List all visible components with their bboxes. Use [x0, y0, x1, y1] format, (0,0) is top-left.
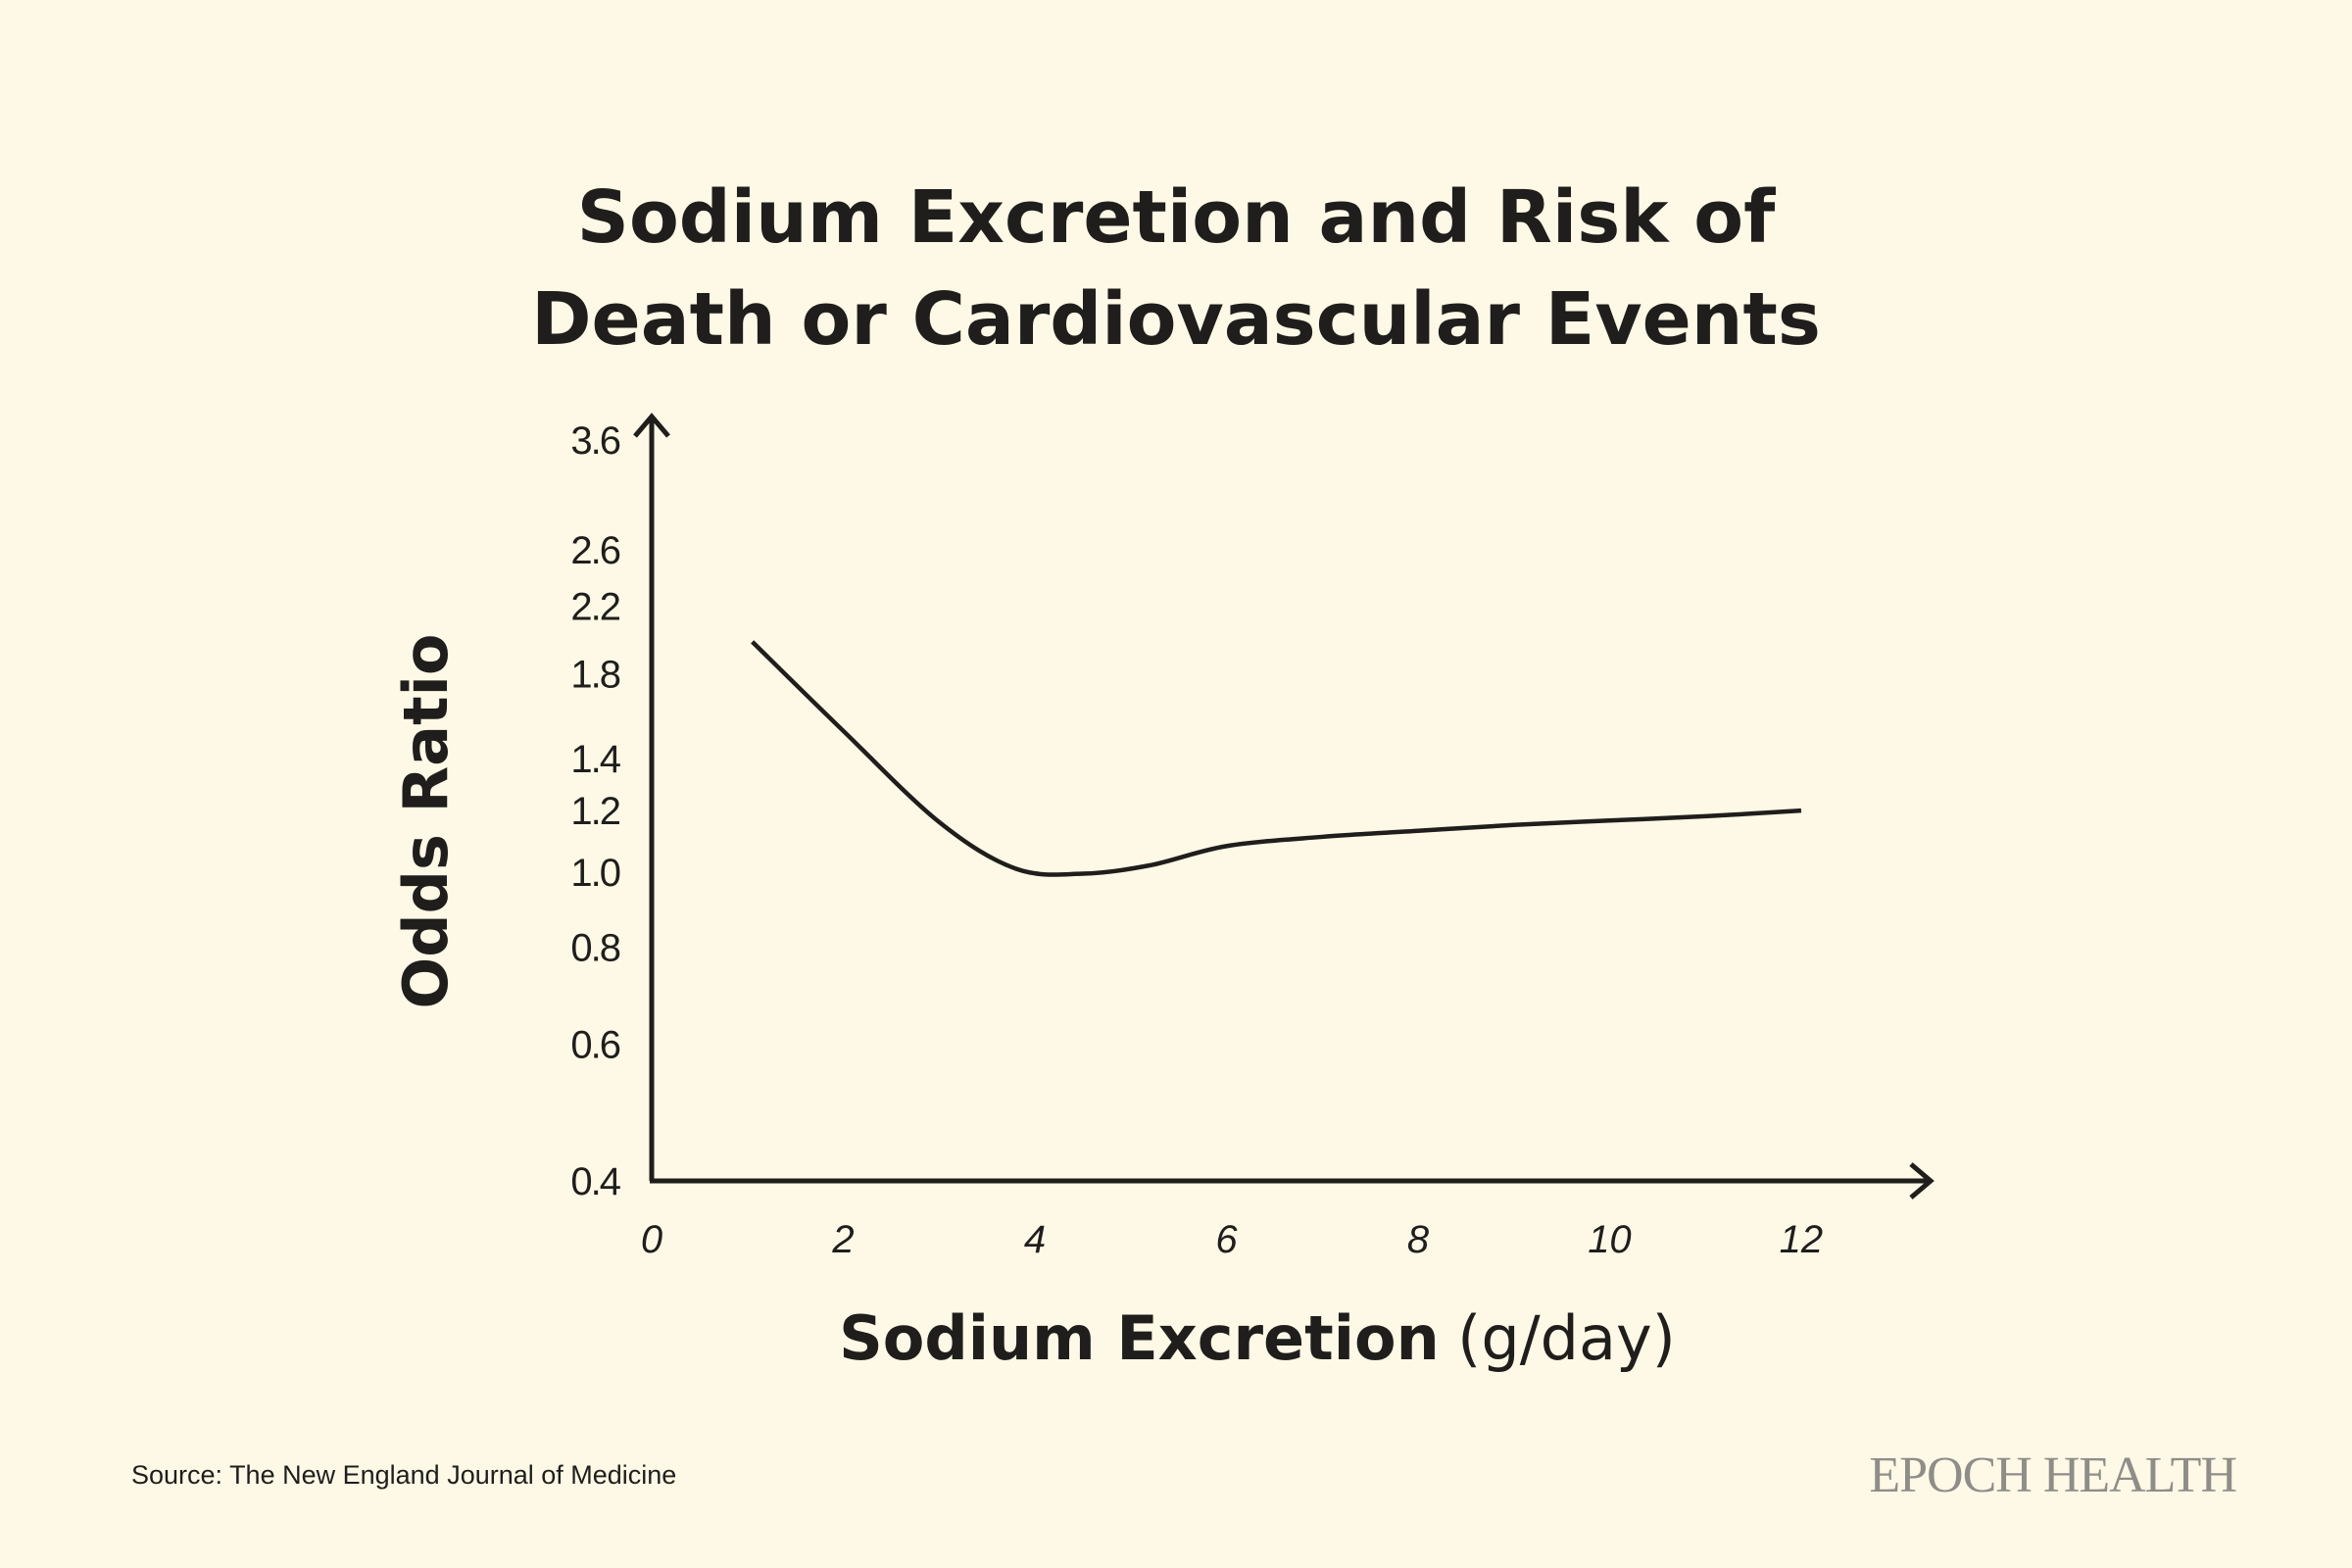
chart-axes [633, 413, 1935, 1200]
y-axis-label: Odds Ratio [390, 633, 462, 1008]
x-axis-label-main: Sodium Excretion [839, 1302, 1440, 1374]
y-tick-label: 1.8 [570, 654, 619, 697]
x-axis-label-unit: (g/day) [1457, 1302, 1676, 1374]
x-tick-label: 4 [1024, 1218, 1046, 1261]
x-tick-label: 8 [1407, 1218, 1430, 1261]
y-axis-arrow [633, 413, 670, 438]
x-tick-label: 2 [831, 1218, 854, 1261]
chart-title: Sodium Excretion and Risk of Death or Ca… [0, 167, 2352, 370]
x-axis-label: Sodium Excretion (g/day) [839, 1302, 1676, 1374]
y-tick-label: 1.0 [570, 852, 619, 895]
x-tick-label: 6 [1215, 1218, 1238, 1261]
y-tick-label: 2.2 [570, 586, 619, 629]
source-note: Source: The New England Journal of Medic… [131, 1460, 677, 1490]
x-tick-label: 0 [641, 1218, 662, 1261]
y-tick-label: 1.4 [570, 738, 620, 781]
y-tick-label: 1.2 [570, 790, 619, 833]
chart-series [751, 640, 1802, 877]
y-tick-label: 2.6 [570, 529, 619, 572]
chart-title-line-2: Death or Cardiovascular Events [531, 277, 1821, 362]
chart-title-line-1: Sodium Excretion and Risk of [576, 175, 1776, 260]
series-line [751, 640, 1802, 877]
brand-logo: EPOCH HEALTH [1869, 1447, 2237, 1503]
x-tick-label: 10 [1588, 1218, 1632, 1261]
x-axis-ticks: 0 2 4 6 8 10 12 [641, 1218, 1823, 1261]
x-axis-arrow [1909, 1162, 1935, 1200]
x-tick-label: 12 [1780, 1218, 1824, 1261]
y-tick-label: 0.8 [570, 927, 619, 970]
y-tick-label: 0.4 [570, 1160, 620, 1203]
y-tick-label: 3.6 [570, 419, 619, 463]
y-tick-label: 0.6 [570, 1024, 619, 1067]
y-axis-ticks: 0.4 0.6 0.8 1.0 1.2 1.4 1.8 2.2 2.6 3.6 [570, 419, 622, 1203]
